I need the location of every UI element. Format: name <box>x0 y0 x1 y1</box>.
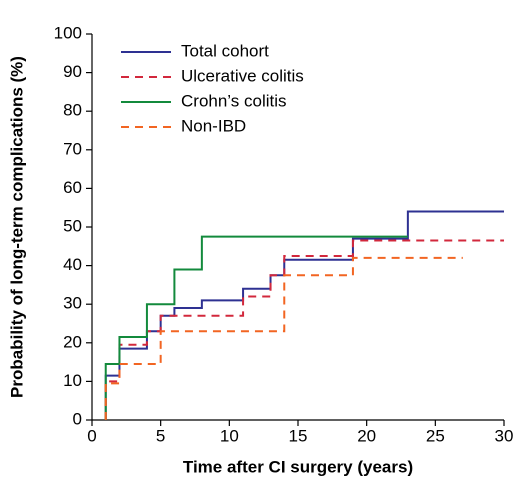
x-tick-label: 15 <box>289 426 308 445</box>
y-tick-label: 40 <box>63 255 82 274</box>
y-tick-label: 100 <box>54 23 82 42</box>
y-tick-label: 10 <box>63 371 82 390</box>
y-tick-label: 60 <box>63 178 82 197</box>
y-tick-label: 50 <box>63 216 82 235</box>
x-tick-label: 20 <box>357 426 376 445</box>
x-tick-label: 0 <box>87 426 96 445</box>
y-tick-label: 80 <box>63 101 82 120</box>
x-tick-label: 5 <box>156 426 165 445</box>
y-tick-label: 90 <box>63 62 82 81</box>
legend-label: Crohn’s colitis <box>181 91 287 110</box>
step-line <box>104 210 504 420</box>
legend-label: Non-IBD <box>181 116 246 135</box>
y-tick-label: 30 <box>63 294 82 313</box>
x-tick-label: 25 <box>426 426 445 445</box>
y-tick-label: 0 <box>73 409 82 428</box>
x-tick-label: 30 <box>495 426 514 445</box>
x-axis-title: Time after CI surgery (years) <box>183 457 413 476</box>
y-tick-label: 70 <box>63 139 82 158</box>
x-tick-label: 10 <box>220 426 239 445</box>
step-line <box>104 256 463 420</box>
y-axis-title: Probability of long-term complications (… <box>7 56 26 398</box>
legend-label: Ulcerative colitis <box>181 66 304 85</box>
step-line <box>104 235 408 420</box>
y-tick-label: 20 <box>63 332 82 351</box>
step-line <box>104 239 504 420</box>
legend-label: Total cohort <box>181 41 269 60</box>
